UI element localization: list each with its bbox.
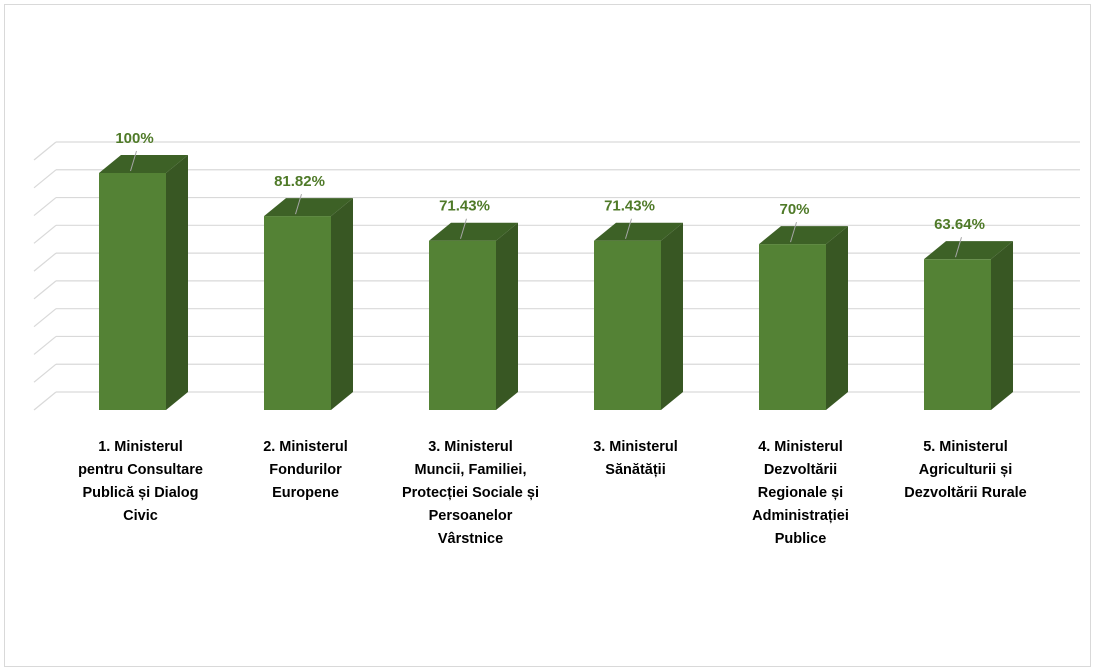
category-label: 3. Ministerul Muncii, Familiei, Protecți… (401, 439, 539, 547)
bar-side (166, 155, 188, 410)
bar-top (99, 155, 188, 173)
bar-side (991, 241, 1013, 410)
leader-line (460, 218, 467, 239)
bar-top (924, 241, 1013, 260)
category-label: 5. Ministerul Agriculturii și Dezvoltări… (904, 439, 1027, 501)
category-label: 4. Ministerul Dezvoltării Regionale și A… (752, 439, 849, 547)
data-label: 71.43% (604, 198, 655, 215)
gridline-depth (33, 224, 57, 244)
bar-top (759, 226, 848, 245)
gridline-depth (33, 335, 57, 355)
gridline-depth (33, 280, 57, 300)
bar (594, 240, 661, 410)
data-label: 70% (779, 201, 809, 218)
gridline-depth (33, 197, 57, 217)
leader-line (955, 237, 962, 258)
bar (759, 244, 826, 410)
data-label: 81.82% (274, 173, 325, 190)
gridline-depth (33, 363, 57, 383)
category-label: 1. Ministerul pentru Consultare Publică … (78, 439, 203, 524)
bar-side (661, 222, 683, 410)
bar-top (429, 222, 518, 241)
bar-top (594, 222, 683, 241)
leader-line (790, 221, 797, 243)
bar (99, 173, 166, 410)
category-label: 3. Ministerul Sănătății (593, 439, 678, 478)
gridline-depth (33, 308, 57, 328)
gridline-depth (33, 252, 57, 272)
bar (264, 216, 331, 410)
gridline-depth (33, 141, 57, 161)
category-label: 2. Ministerul Fondurilor Europene (263, 439, 348, 501)
data-label: 100% (115, 130, 153, 147)
bar-top (264, 198, 353, 217)
bar-side (496, 222, 518, 410)
bar-side (826, 226, 848, 410)
bar-side (331, 198, 353, 410)
bar (429, 240, 496, 410)
gridline-depth (33, 391, 57, 411)
leader-line (625, 218, 632, 239)
leader-line (295, 193, 302, 215)
gridline-depth (33, 169, 57, 189)
data-label: 63.64% (934, 216, 985, 233)
bar (924, 259, 991, 410)
data-label: 71.43% (439, 198, 490, 215)
leader-line (130, 150, 137, 172)
